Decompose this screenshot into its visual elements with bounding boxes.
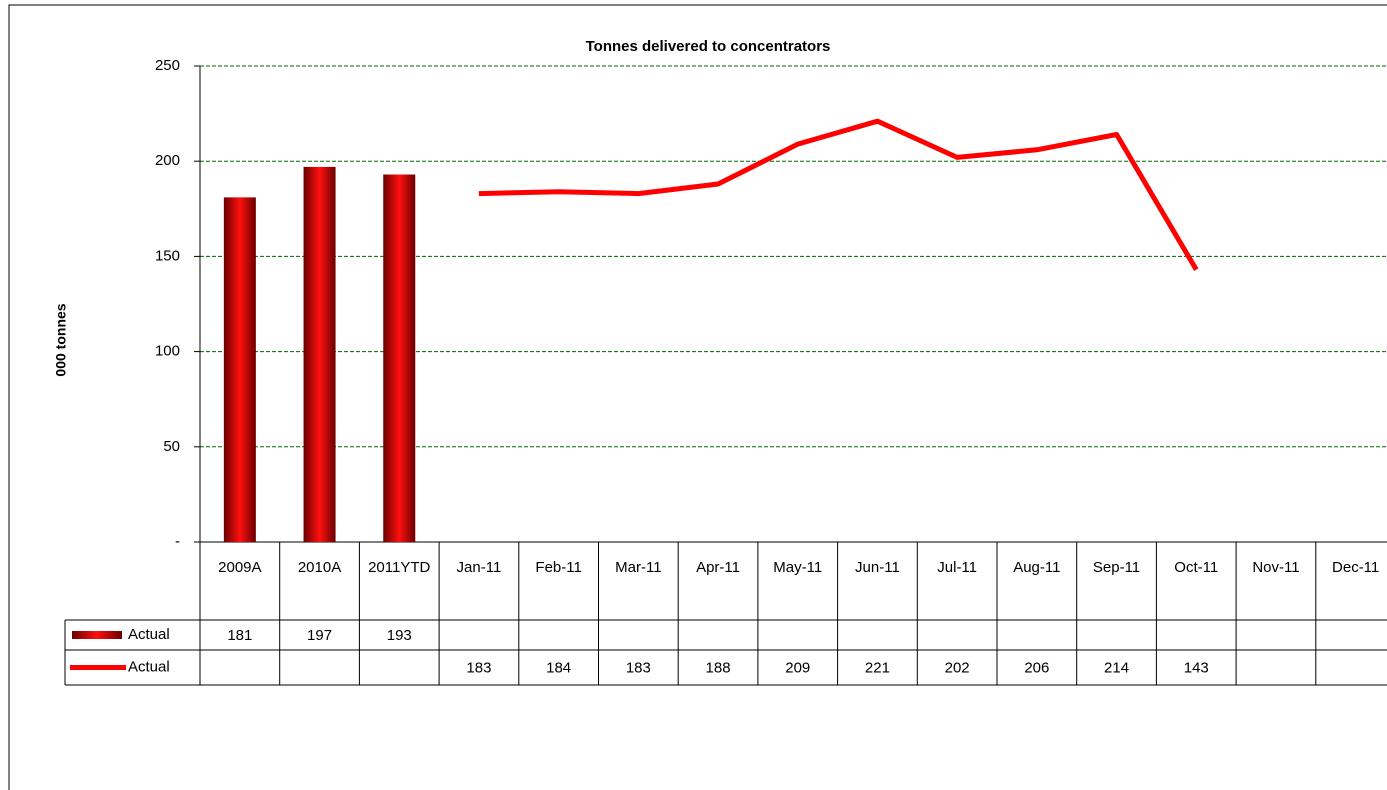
- x-tick-label: Jun-11: [855, 559, 900, 576]
- x-tick-label-box: Apr-11: [696, 559, 740, 576]
- table-value: 202: [945, 659, 970, 676]
- x-tick-label-box: 2011YTD: [368, 559, 431, 576]
- y-tick-label: 250: [155, 57, 180, 74]
- x-tick-label-box: Oct-11: [1174, 559, 1219, 576]
- x-tick-label: 2010A: [297, 559, 342, 576]
- x-tick-label-box: 2009A: [218, 559, 262, 576]
- x-tick-label: Jul-11: [937, 559, 978, 576]
- table-value: 214: [1104, 659, 1129, 676]
- table-value: 221: [865, 659, 890, 676]
- x-tick-label: Dec-11: [1332, 559, 1380, 576]
- table-value: 188: [706, 659, 731, 676]
- x-tick-label-box: Nov-11: [1252, 559, 1300, 576]
- x-tick-label: Feb-11: [535, 559, 582, 576]
- table-value: 184: [546, 659, 571, 676]
- x-tick-label-box: Dec-11: [1332, 559, 1380, 576]
- table-value: 197: [307, 627, 332, 644]
- x-tick-label-box: Jan-11: [456, 559, 502, 576]
- x-tick-label: Sep-11: [1092, 559, 1141, 576]
- y-tick-label: 200: [155, 152, 180, 169]
- chart-border: [8, 4, 1387, 790]
- x-tick-label-box: Feb-11: [535, 559, 582, 576]
- chart-title: Tonnes delivered to concentrators: [586, 38, 831, 55]
- x-tick-label-box: Sep-11: [1092, 559, 1141, 576]
- y-axis-label: 000 tonnes: [53, 303, 69, 376]
- x-tick-label-box: Jul-11: [937, 559, 978, 576]
- bar: [303, 166, 336, 543]
- y-tick-label: 50: [163, 438, 180, 455]
- y-tick-label: -: [175, 533, 180, 550]
- table-value: 143: [1184, 659, 1209, 676]
- x-tick-label: 2009A: [218, 559, 262, 576]
- x-tick-label: 2011YTD: [368, 559, 431, 576]
- x-tick-label: Aug-11: [1013, 559, 1061, 576]
- legend-label: Actual: [128, 658, 170, 675]
- x-tick-label-box: 2010A: [297, 559, 342, 576]
- x-tick-label: May-11: [773, 559, 823, 576]
- x-tick-label-box: Aug-11: [1013, 559, 1061, 576]
- x-tick-label-box: May-11: [773, 559, 823, 576]
- x-tick-label-box: Mar-11: [615, 559, 662, 576]
- x-tick-label-box: Jun-11: [855, 559, 900, 576]
- bar: [383, 174, 416, 542]
- table-value: 209: [785, 659, 810, 676]
- table-value: 183: [466, 659, 491, 676]
- bar: [223, 197, 256, 542]
- y-tick-label: 150: [155, 247, 180, 264]
- y-tick-label: 100: [155, 343, 180, 360]
- table-value: 181: [227, 627, 252, 644]
- table-value: 183: [626, 659, 651, 676]
- x-tick-label: Oct-11: [1174, 559, 1219, 576]
- table-value: 206: [1024, 659, 1049, 676]
- legend-key: [72, 631, 122, 639]
- x-tick-label: Nov-11: [1252, 559, 1300, 576]
- x-tick-label: Apr-11: [696, 559, 740, 576]
- x-tick-label: Mar-11: [615, 559, 662, 576]
- x-tick-label: Jan-11: [456, 559, 502, 576]
- legend-label: Actual: [128, 626, 170, 643]
- line: [478, 118, 1199, 271]
- table-value: 193: [387, 627, 412, 644]
